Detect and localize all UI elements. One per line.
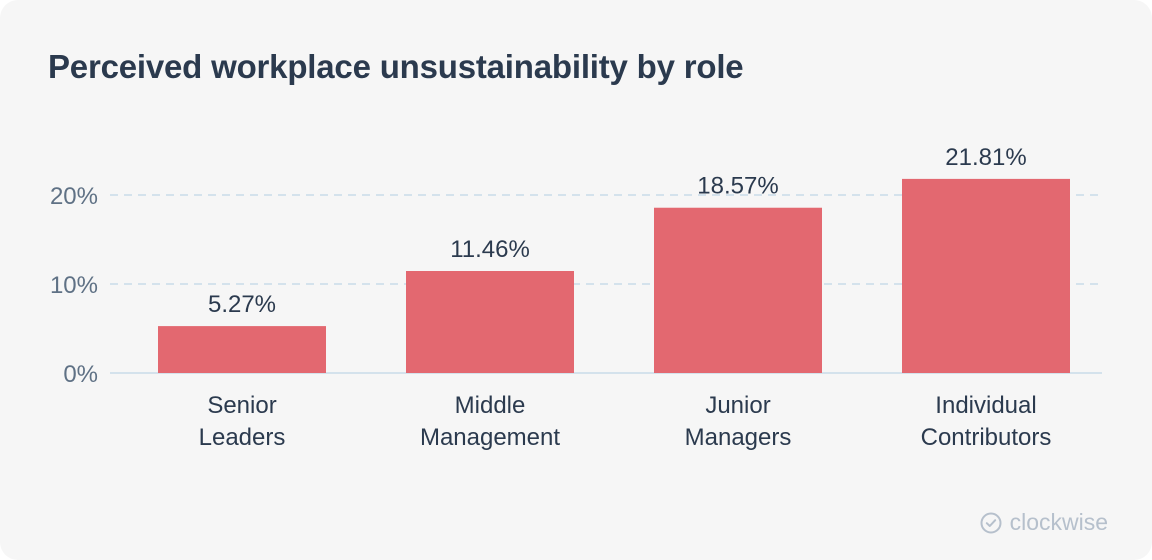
bar [654, 207, 822, 373]
x-tick-label: Senior [207, 392, 276, 419]
x-tick-label: Middle [455, 392, 526, 419]
bar [902, 178, 1070, 373]
y-tick-label: 10% [50, 272, 98, 299]
y-tick-label: 20% [50, 183, 98, 210]
x-tick-label: Management [420, 424, 560, 451]
data-label: 5.27% [208, 291, 276, 318]
x-tick-label: Leaders [199, 424, 286, 451]
brand-logo: clockwise [980, 509, 1108, 536]
data-label: 18.57% [697, 173, 778, 200]
chart-title: Perceived workplace unsustainability by … [48, 48, 744, 85]
brand-name: clockwise [1009, 509, 1108, 535]
check-circle-icon [980, 512, 1002, 533]
x-tick-label: Managers [685, 424, 792, 451]
bar [158, 326, 326, 373]
bar [406, 271, 574, 373]
y-tick-label: 0% [63, 361, 98, 388]
data-label: 21.81% [945, 144, 1026, 171]
x-tick-label: Individual [935, 392, 1036, 419]
x-tick-label: Junior [705, 392, 770, 419]
data-label: 11.46% [450, 236, 530, 263]
x-tick-label: Contributors [921, 424, 1052, 451]
